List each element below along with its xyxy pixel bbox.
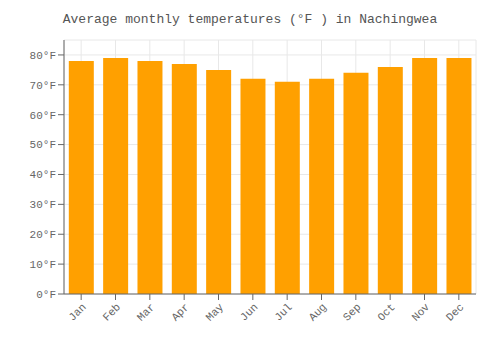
svg-text:60°F: 60°F [30, 110, 56, 122]
svg-text:Aug: Aug [307, 301, 329, 323]
svg-text:40°F: 40°F [30, 169, 56, 181]
svg-text:Dec: Dec [444, 301, 466, 323]
svg-text:30°F: 30°F [30, 199, 56, 211]
svg-text:Jan: Jan [66, 301, 88, 323]
svg-text:20°F: 20°F [30, 229, 56, 241]
svg-text:50°F: 50°F [30, 139, 56, 151]
svg-text:May: May [204, 301, 227, 324]
svg-text:Sep: Sep [341, 301, 363, 323]
svg-text:Nov: Nov [410, 301, 433, 324]
html-text:Average monthly temperatures (: Average monthly temperatures (°F ) in Na… [62, 12, 438, 27]
svg-text:10°F: 10°F [30, 259, 56, 271]
svg-text:Jul: Jul [272, 301, 294, 323]
svg-text:80°F: 80°F [30, 50, 56, 62]
svg-text:Apr: Apr [169, 301, 191, 323]
svg-text:Feb: Feb [101, 301, 123, 323]
svg-text:Mar: Mar [135, 301, 157, 323]
svg-text:0°F: 0°F [36, 289, 56, 301]
svg-text:Oct: Oct [375, 301, 397, 323]
svg-text:Jun: Jun [238, 301, 260, 323]
svg-text:70°F: 70°F [30, 80, 56, 92]
